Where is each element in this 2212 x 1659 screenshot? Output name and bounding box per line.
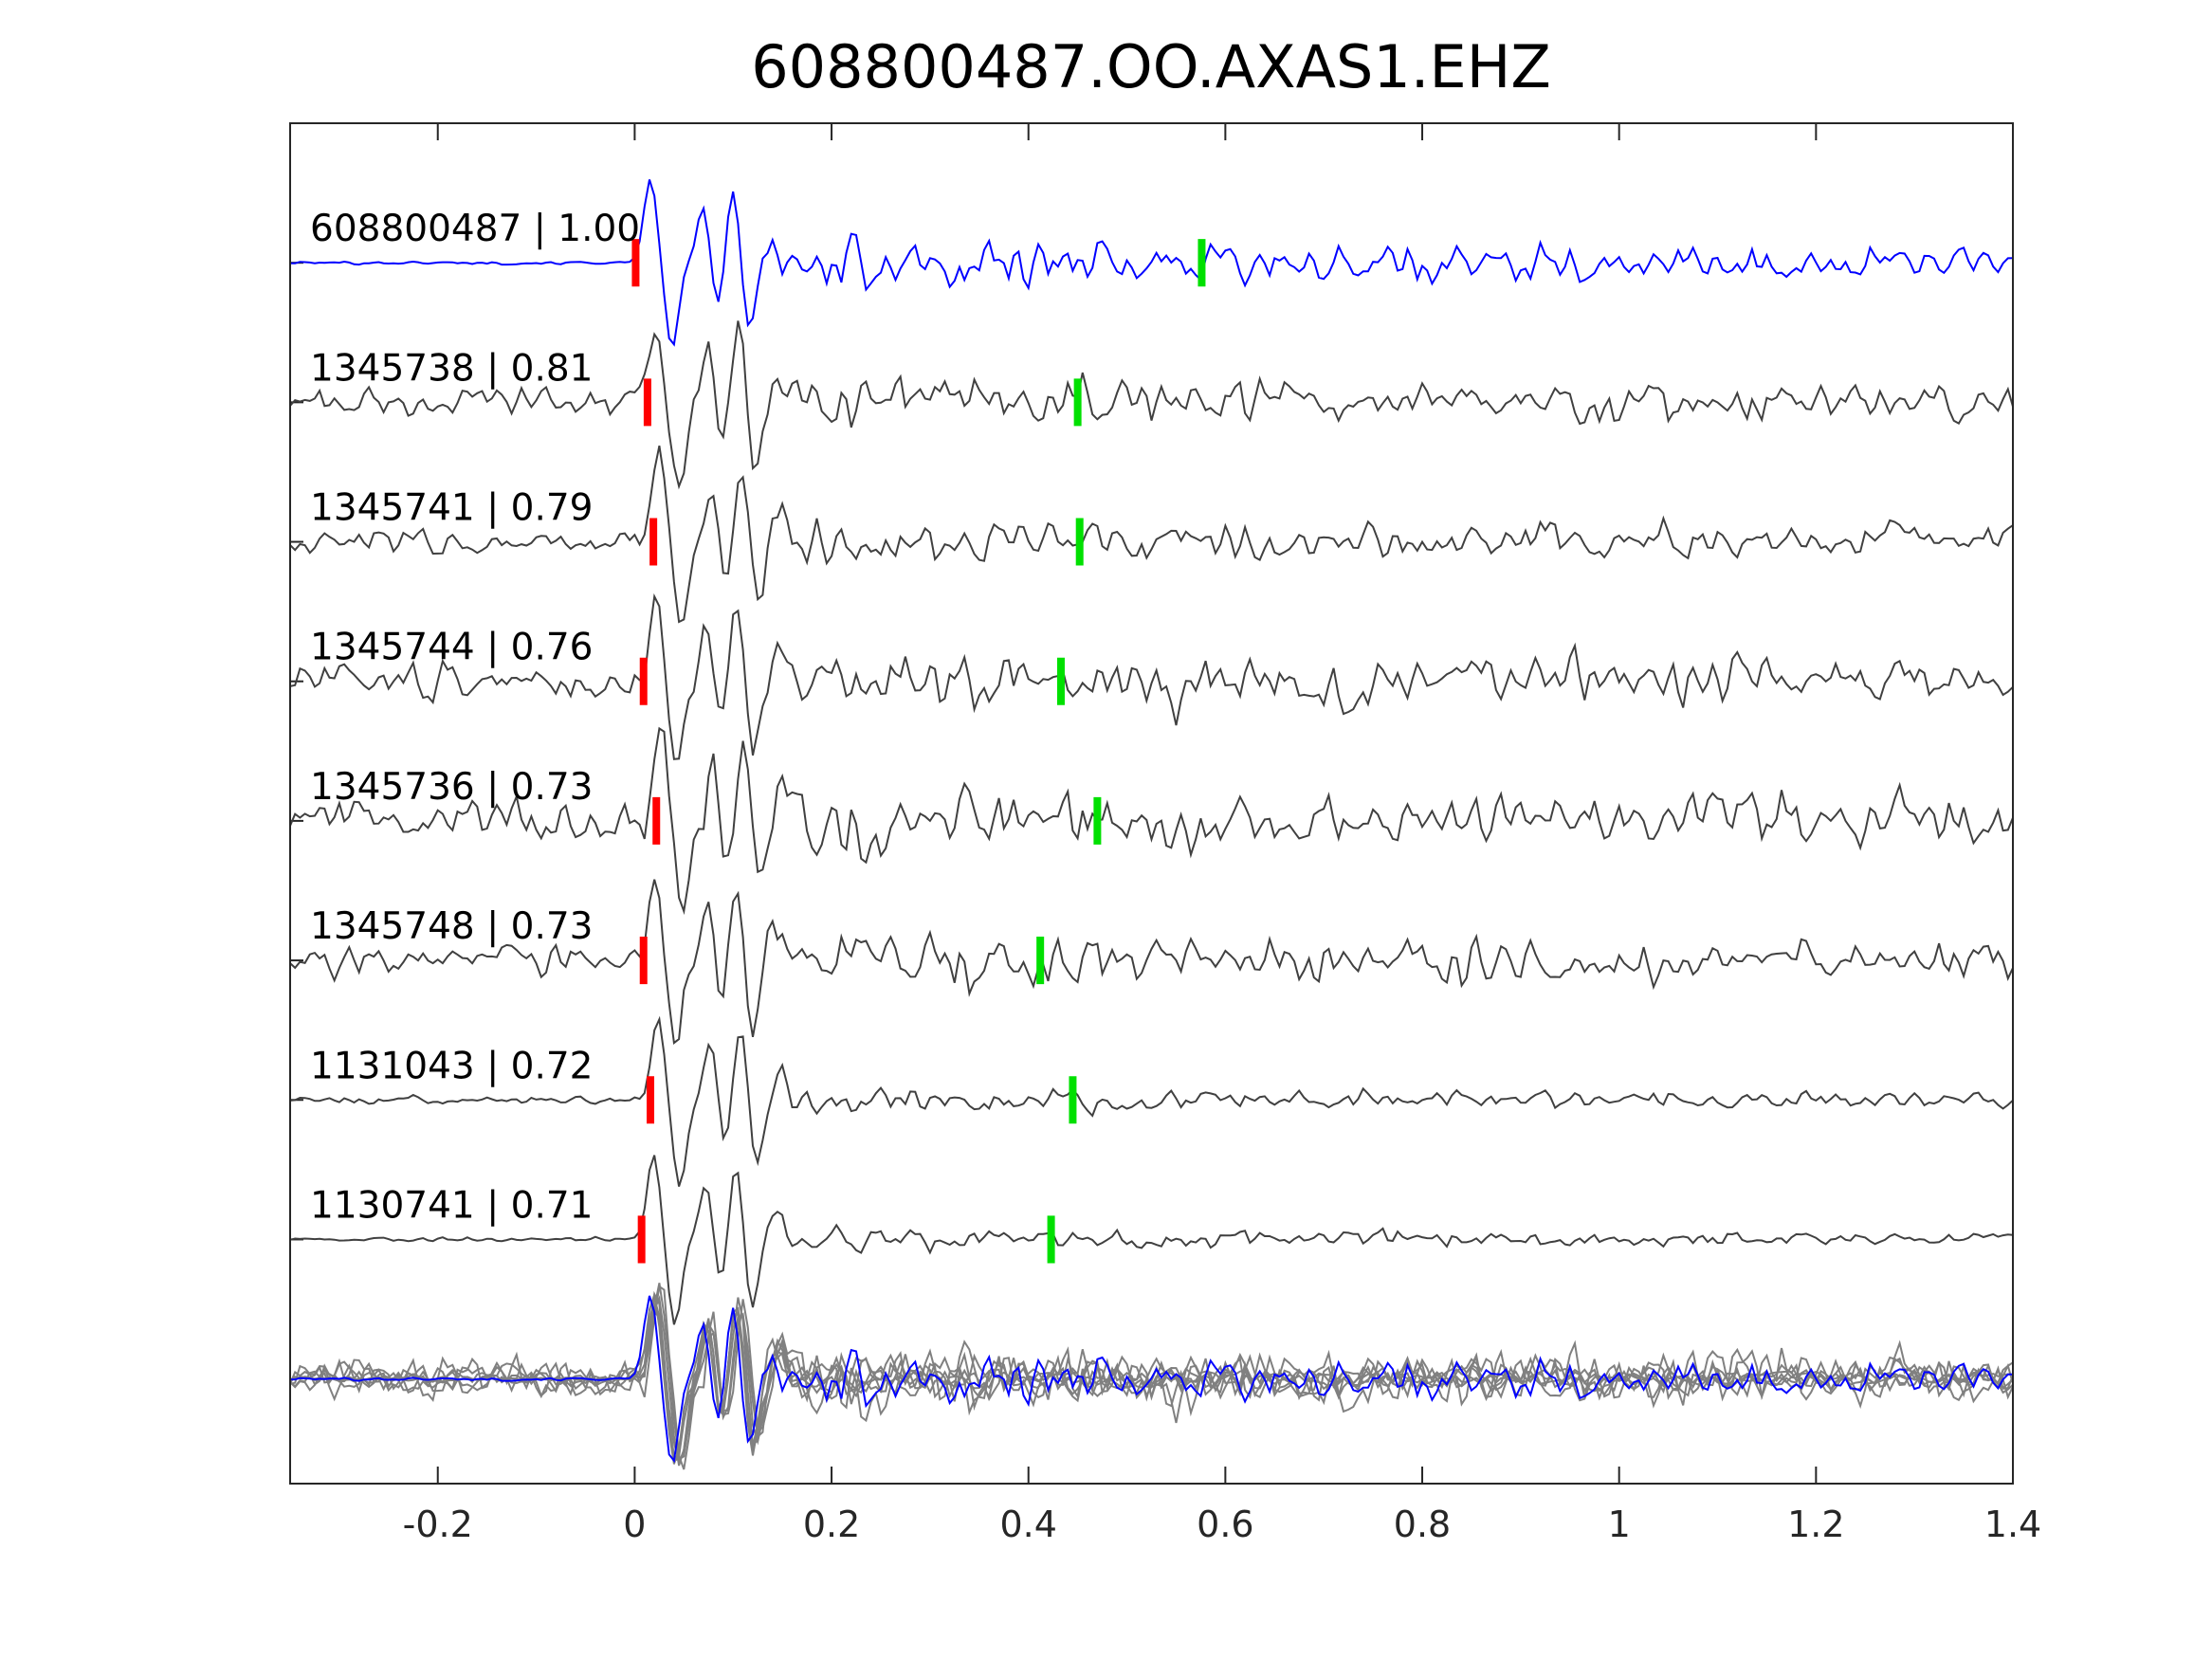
waveform-trace-1345748 [289,879,2014,1045]
stack-trace-1345736 [289,1285,2014,1470]
waveform-trace-1131043 [289,1015,2014,1187]
trace-label: 608800487 | 1.00 [310,208,640,250]
plot-area: 608800487 | 1.00 1345738 | 0.81 1345741 | … [289,179,2014,1470]
x-tick-label: 1.2 [1787,1504,1844,1545]
x-tick-label: 1.4 [1984,1504,2041,1545]
trace-label: 1345736 | 0.73 [310,766,593,809]
trace-label: 1345741 | 0.79 [310,487,593,530]
trace-label: 1130741 | 0.71 [310,1184,593,1227]
stack-trace-1130741 [289,1294,2014,1465]
x-tick-label: 0 [623,1504,646,1545]
stack-trace-1131043 [289,1295,2014,1467]
x-tick-label: 0.6 [1197,1504,1253,1545]
stack-template-trace [290,1295,2013,1464]
x-tick-label: 0.4 [999,1504,1056,1545]
stack-trace-1345748 [289,1297,2014,1464]
waveform-trace-1345736 [289,726,2014,916]
trace-label: 1345738 | 0.81 [310,347,593,390]
trace-label: 1345744 | 0.76 [310,627,593,669]
chart-title: 608800487.OO.AXAS1.EHZ [751,32,1551,101]
x-tick-label: 0.2 [803,1504,860,1545]
trace-label: 1131043 | 0.72 [310,1045,593,1087]
waveform-trace-1345738 [289,320,2014,490]
axes-box [289,122,2014,1485]
waveform-trace-608800487 [290,179,2014,347]
x-tick-label: 1 [1608,1504,1631,1545]
waveform-trace-1130741 [289,1155,2014,1325]
x-tick-label: -0.2 [403,1504,473,1545]
x-tick-label: 0.8 [1394,1504,1451,1545]
x-axis: -0.2 0 0.2 0.4 0.6 0.8 1 1.2 1.4 [403,123,2041,1545]
waveform-trace-1345744 [289,592,2014,760]
waveform-trace-1345741 [289,446,2014,624]
trace-label: 1345748 | 0.73 [310,905,593,948]
